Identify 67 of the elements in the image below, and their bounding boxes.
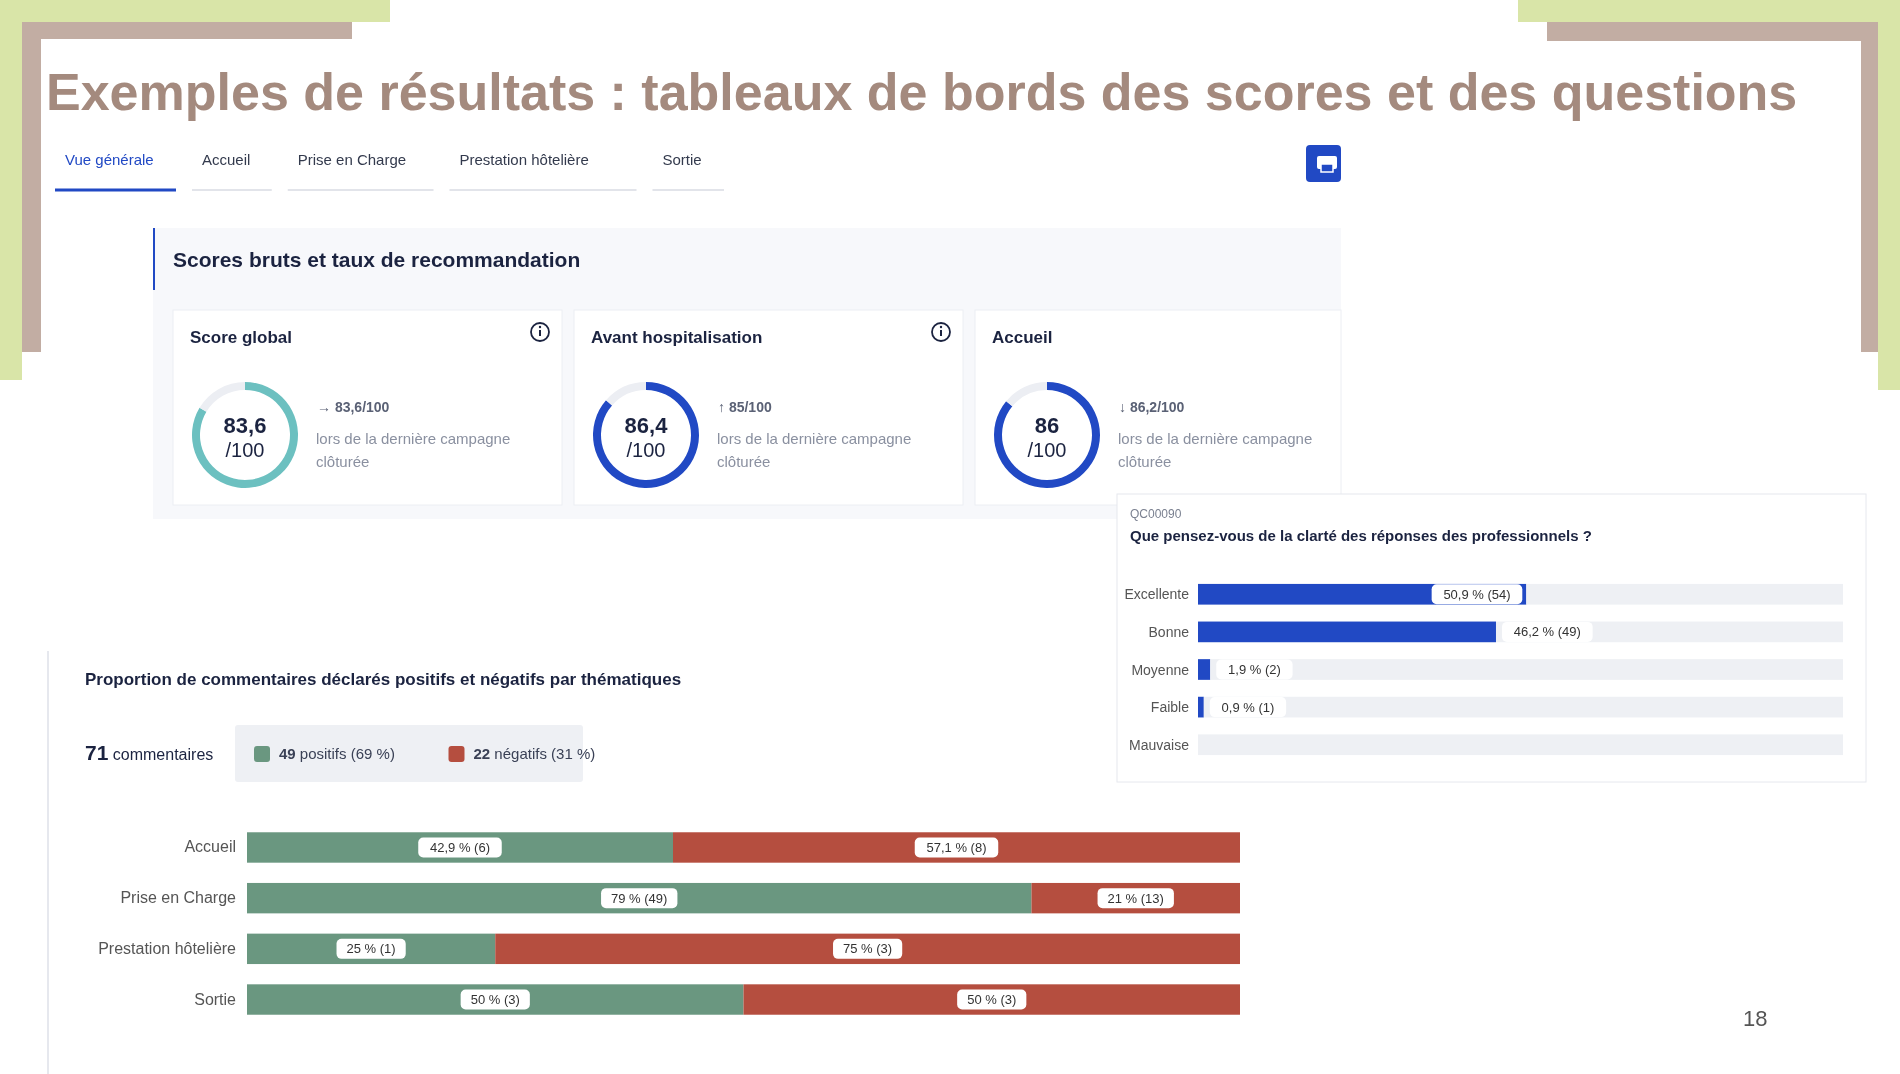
text: 71 commentaires: [85, 741, 214, 764]
text: 18: [1743, 1006, 1768, 1031]
data-label: 75 % (3): [843, 941, 893, 957]
text: Accueil: [202, 151, 251, 168]
y-tick-label: Bonne: [1148, 623, 1190, 640]
bar: [1198, 696, 1204, 718]
y-tick-label: Accueil: [184, 838, 236, 856]
text: lors de la dernière campagne clôturée: [316, 430, 511, 470]
text: Exemples de résultats : tableaux de bords des scores et des questions: [46, 63, 1798, 121]
text: ↓ 86,2/100: [1119, 399, 1185, 415]
donut-slice: [192, 382, 298, 488]
data-label: 83,6: [223, 413, 267, 438]
text: Prise en Charge: [297, 151, 407, 168]
bar: [1198, 659, 1211, 680]
data-label: 86,4: [624, 413, 669, 438]
text: Scores bruts et taux de recommandation: [173, 248, 581, 271]
bar: [495, 933, 1240, 965]
text: lors de la dernière campagne clôturée: [1118, 430, 1313, 470]
text: lors de la dernière campagne clôturée: [717, 430, 912, 470]
chart-subtitle: QC00090: [1130, 507, 1182, 521]
data-label: 21 % (13): [1107, 890, 1164, 906]
donut-slice: [593, 382, 699, 488]
data-label: 46,2 % (49): [1513, 624, 1581, 640]
data-label: 50,9 % (54): [1443, 586, 1511, 602]
data-label: 50 % (3): [967, 992, 1017, 1008]
chart-title: Proportion de commentaires déclarés positifs et négatifs par thématiques: [85, 670, 682, 689]
chart-title: Que pensez-vous de la clarté des réponses des professionnels ?: [1130, 527, 1592, 544]
legend-label: 49 positifs (69 %): [279, 745, 395, 762]
donut-slice: [606, 382, 646, 406]
text: Vue générale: [65, 151, 154, 168]
bar: [1198, 621, 1496, 643]
donut-slice: [199, 382, 245, 412]
text: /100: [1027, 439, 1067, 461]
y-tick-label: Sortie: [194, 990, 237, 1008]
text: /100: [626, 439, 666, 461]
bar: [247, 984, 744, 1015]
data-label: 86: [1034, 413, 1060, 438]
data-label: 42,9 % (6): [430, 839, 490, 855]
chart-title: Avant hospitalisation: [591, 328, 763, 347]
bar: [247, 882, 1032, 914]
data-label: 50 % (3): [470, 992, 520, 1008]
text: ↑ 85/100: [718, 399, 772, 415]
bar: [247, 832, 673, 863]
data-label: 1,9 % (2): [1228, 662, 1281, 677]
chart-title: Accueil: [992, 328, 1053, 347]
text: Sortie: [662, 151, 702, 168]
data-label: 25 % (1): [346, 941, 396, 957]
y-tick-label: Moyenne: [1131, 661, 1190, 678]
y-tick-label: Mauvaise: [1129, 736, 1190, 753]
legend-label: 22 négatifs (31 %): [473, 745, 596, 762]
bar: [673, 832, 1240, 863]
data-label: 0,9 % (1): [1221, 699, 1275, 715]
y-tick-label: Prestation hôtelière: [98, 939, 237, 957]
donut-slice: [994, 382, 1100, 488]
y-tick-label: Prise en Charge: [120, 889, 237, 907]
text: /100: [225, 439, 265, 461]
y-tick-label: Faible: [1150, 699, 1190, 716]
data-label: 57,1 % (8): [926, 839, 987, 855]
donut-slice: [1006, 382, 1047, 407]
chart-title: Score global: [190, 328, 293, 347]
text: Prestation hôtelière: [459, 151, 589, 168]
y-tick-label: Excellente: [1124, 586, 1190, 603]
bar: [1526, 583, 1844, 605]
bar: [743, 984, 1240, 1015]
data-label: 79 % (49): [611, 890, 668, 906]
text: → 83,6/100: [317, 399, 390, 415]
bar: [1210, 659, 1844, 680]
